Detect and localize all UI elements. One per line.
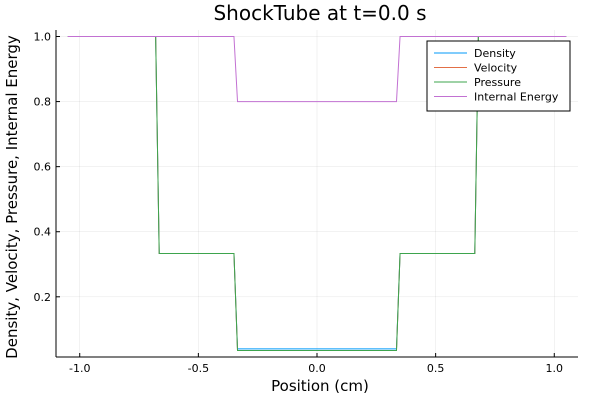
y-tick-label: 0.6 bbox=[34, 161, 52, 174]
x-tick-label: 0.0 bbox=[308, 362, 326, 375]
plot-frame bbox=[55, 30, 578, 358]
legend-label-velocity: Velocity bbox=[474, 62, 518, 75]
x-tick-label: -0.5 bbox=[188, 362, 209, 375]
y-axis-label: Density, Velocity, Pressure, Internal En… bbox=[3, 35, 21, 359]
y-tick-label: 0.8 bbox=[34, 96, 52, 109]
legend-label-density: Density bbox=[474, 47, 516, 60]
series-lines bbox=[67, 36, 567, 351]
chart-title: ShockTube at t=0.0 s bbox=[213, 1, 426, 25]
y-tick-label: 1.0 bbox=[34, 31, 52, 44]
series-line-internal-energy bbox=[67, 36, 567, 103]
x-tick-label: 0.5 bbox=[427, 362, 445, 375]
x-axis-label: Position (cm) bbox=[271, 377, 369, 395]
x-tick-label: -1.0 bbox=[69, 362, 90, 375]
x-tick-label: 1.0 bbox=[546, 362, 564, 375]
tick-labels: -1.0 -0.5 0.0 0.5 1.0 0.2 0.4 0.6 0.8 1.0 bbox=[34, 31, 564, 375]
legend-label-internal-energy: Internal Energy bbox=[474, 91, 559, 104]
series-line-pressure bbox=[67, 36, 567, 351]
y-tick-label: 0.4 bbox=[34, 226, 52, 239]
y-tick-label: 0.2 bbox=[34, 291, 52, 304]
legend-label-pressure: Pressure bbox=[474, 76, 521, 89]
